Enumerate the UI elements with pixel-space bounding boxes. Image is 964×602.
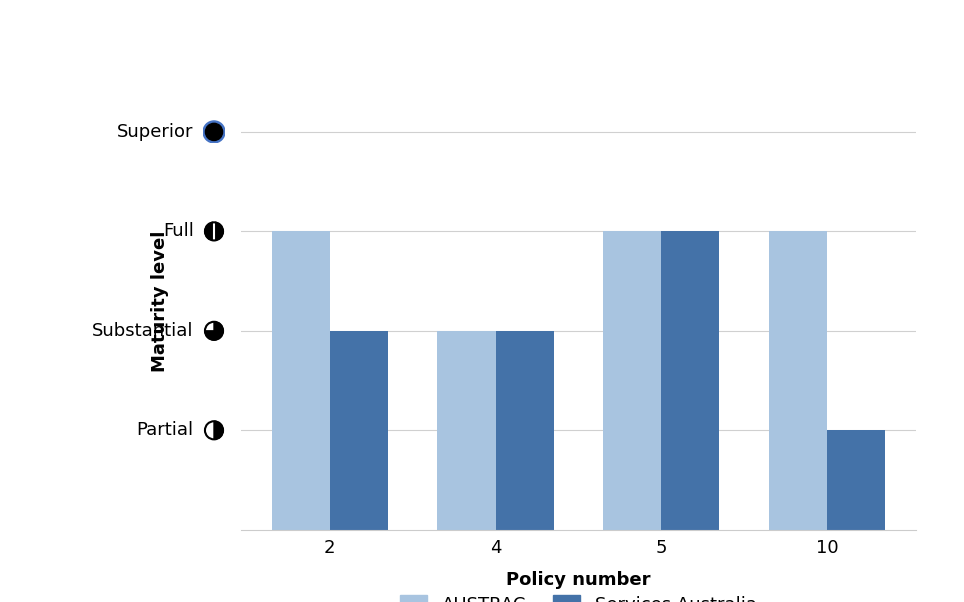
- Bar: [603, 231, 661, 530]
- Text: Substantial: Substantial: [93, 322, 194, 340]
- Bar: [438, 331, 495, 530]
- Circle shape: [205, 421, 223, 439]
- Wedge shape: [214, 421, 223, 439]
- Bar: [495, 331, 553, 530]
- Bar: [769, 231, 827, 530]
- Text: Partial: Partial: [137, 421, 194, 439]
- Legend: AUSTRAC, Services Australia: AUSTRAC, Services Australia: [393, 588, 763, 602]
- Bar: [330, 331, 388, 530]
- Wedge shape: [205, 322, 223, 340]
- Text: Superior: Superior: [118, 123, 194, 141]
- Wedge shape: [205, 222, 223, 240]
- Circle shape: [205, 322, 223, 340]
- X-axis label: Policy number: Policy number: [506, 571, 651, 589]
- Bar: [272, 231, 330, 530]
- Bar: [661, 231, 719, 530]
- Circle shape: [203, 121, 225, 143]
- Text: Full: Full: [163, 222, 194, 240]
- Bar: [827, 430, 885, 530]
- Circle shape: [205, 222, 223, 240]
- Y-axis label: Maturity level: Maturity level: [150, 231, 169, 371]
- Circle shape: [205, 123, 223, 140]
